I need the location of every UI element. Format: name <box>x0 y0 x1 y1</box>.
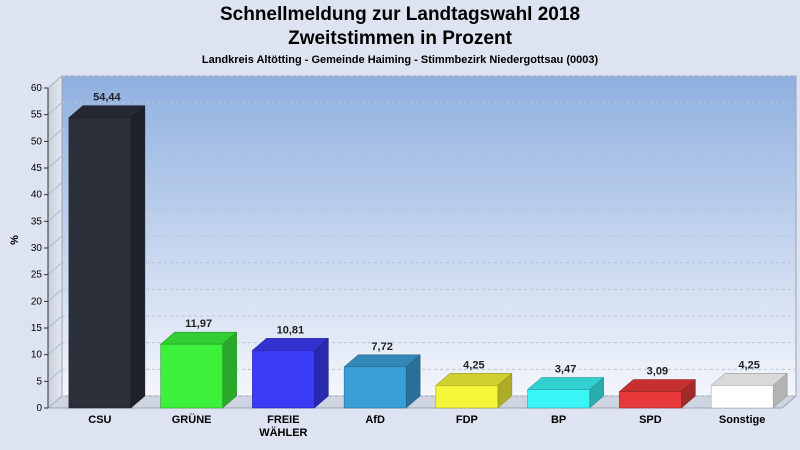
bar <box>435 385 499 409</box>
data-label: 4,25 <box>463 359 484 371</box>
x-tick-label: GRÜNE <box>172 413 212 426</box>
bar <box>160 343 223 409</box>
x-tick-label: SPD <box>639 414 662 426</box>
y-tick-label: 60 <box>31 83 43 94</box>
gridline-side <box>47 128 63 142</box>
data-label: 10,81 <box>277 324 305 336</box>
x-tick-label: WÄHLER <box>259 426 307 439</box>
data-label: 3,47 <box>555 363 576 375</box>
y-tick-label: 0 <box>36 403 42 414</box>
y-tick-label: 45 <box>31 163 43 174</box>
gridline-side <box>47 395 63 409</box>
x-tick-label: FDP <box>456 414 478 426</box>
x-tick-label: BP <box>551 414 566 426</box>
bar <box>619 391 682 409</box>
gridline-side <box>47 262 63 276</box>
gridline-side <box>47 235 63 249</box>
bar <box>710 385 774 409</box>
gridline-side <box>47 75 63 89</box>
x-tick-label: Sonstige <box>719 414 765 426</box>
y-tick-label: 20 <box>31 296 43 307</box>
gridline-side <box>47 155 63 169</box>
bar-side <box>222 331 237 409</box>
data-label: 7,72 <box>371 341 392 353</box>
y-tick-label: 10 <box>31 350 43 361</box>
gridline-side <box>47 102 63 116</box>
bar <box>527 389 590 409</box>
y-tick-label: 50 <box>31 136 43 147</box>
bar <box>343 366 407 409</box>
data-label: 11,97 <box>185 318 212 330</box>
gridline-side <box>47 315 63 329</box>
chart-location: Landkreis Altötting - Gemeinde Haiming -… <box>201 54 599 66</box>
gridline-side <box>47 182 63 196</box>
y-tick-label: 30 <box>31 243 43 254</box>
bar-side <box>130 105 146 409</box>
y-tick-label: 25 <box>31 270 43 281</box>
data-label: 3,09 <box>647 366 668 378</box>
chart-title: Schnellmeldung zur Landtagswahl 2018 <box>219 4 581 25</box>
bar <box>68 117 132 409</box>
y-tick-label: 5 <box>36 376 42 387</box>
bar <box>252 350 315 409</box>
x-tick-label: AfD <box>365 414 385 426</box>
chart-subtitle: Zweitstimmen in Prozent <box>288 28 512 49</box>
y-tick-label: 35 <box>31 216 43 227</box>
x-tick-label: FREIE <box>267 414 299 426</box>
data-label: 54,44 <box>93 92 121 104</box>
y-tick-label: 15 <box>31 323 43 334</box>
gridline-side <box>47 288 63 302</box>
gridline-side <box>47 342 63 356</box>
x-tick-label: CSU <box>88 414 111 426</box>
data-label: 4,25 <box>738 359 759 371</box>
gridline-side <box>47 368 63 382</box>
y-tick-label: 40 <box>31 190 43 201</box>
y-tick-label: 55 <box>31 110 43 121</box>
gridline-side <box>47 208 63 222</box>
